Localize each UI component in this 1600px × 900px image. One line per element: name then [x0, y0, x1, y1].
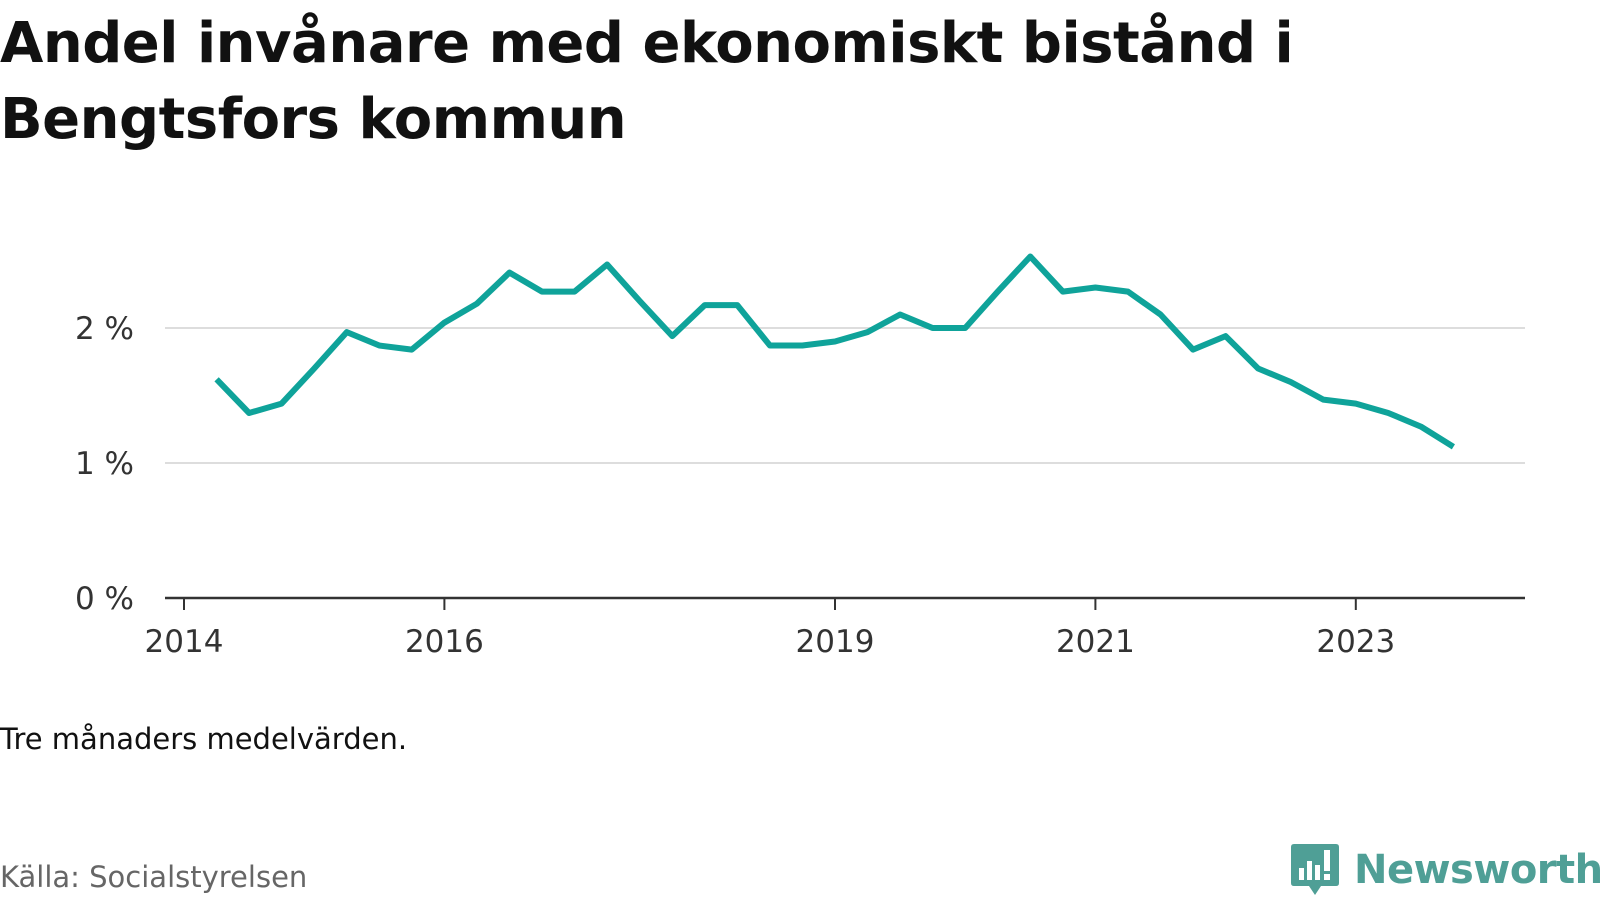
y-tick-label: 1 %: [75, 446, 134, 482]
y-tick-label: 0 %: [75, 581, 134, 617]
y-tick-label: 2 %: [75, 311, 134, 347]
x-tick-label: 2021: [1056, 624, 1135, 660]
series-line: [214, 253, 1455, 450]
x-axis: 2014 2016 2019 2021 2023: [145, 596, 1525, 660]
brand-name: Newsworthy: [1354, 847, 1600, 893]
x-tick-label: 2019: [796, 624, 875, 660]
gridlines: [165, 327, 1525, 464]
line-chart: 0 % 1 % 2 % 2014 2016 2019 2021 2023: [75, 253, 1525, 660]
source-credit: Källa: Socialstyrelsen: [0, 860, 308, 894]
y-axis-labels: 0 % 1 % 2 %: [75, 311, 134, 617]
x-tick-label: 2014: [145, 624, 224, 660]
x-tick-label: 2016: [405, 624, 484, 660]
chart-title: Andel invånare med ekonomiskt bistånd i …: [0, 11, 1294, 152]
chart-note: Tre månaders medelvärden.: [0, 722, 408, 756]
x-tick-label: 2023: [1316, 624, 1395, 660]
newsworthy-logo: Newsworthy: [1290, 842, 1600, 898]
series-line-group: [214, 253, 1455, 450]
bar-chart-speech-bubble-icon: [1291, 844, 1339, 895]
